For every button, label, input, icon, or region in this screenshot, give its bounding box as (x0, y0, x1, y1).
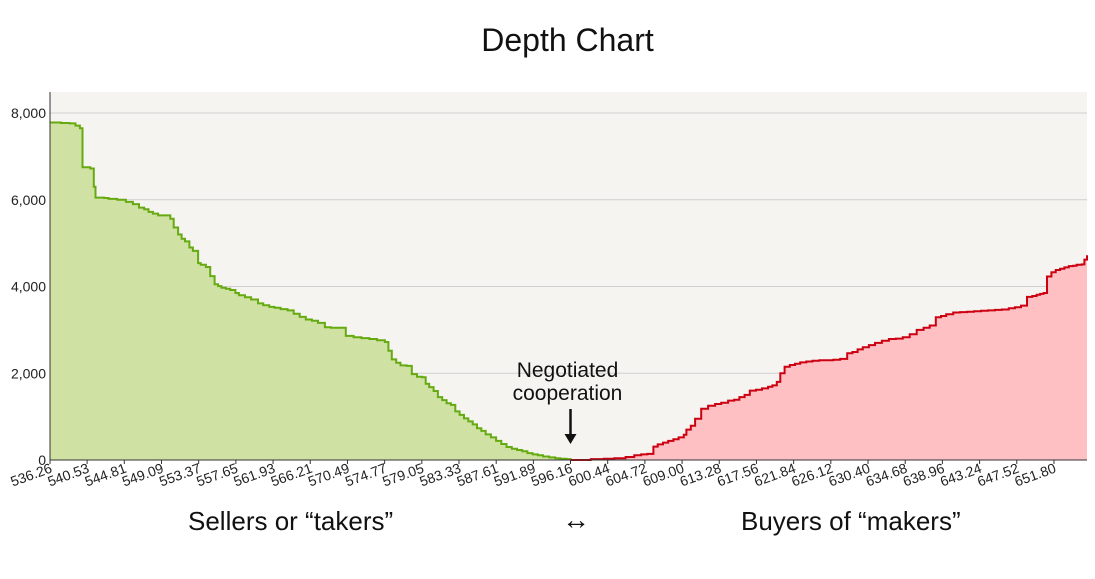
chart-title: Depth Chart (481, 22, 654, 58)
series-line-buyers (570, 255, 1088, 461)
annotation-text-line: cooperation (513, 382, 623, 405)
series-line-sellers (50, 121, 572, 461)
axes (49, 92, 1087, 461)
y-tick-label: 6,000 (11, 192, 46, 208)
series-area-buyers (570, 255, 1087, 460)
x-tick-label: 651.80 (1012, 460, 1058, 490)
y-tick-labels: 0 2,000 4,000 6,000 8,000 (11, 105, 46, 468)
y-tick-label: 0 (38, 452, 46, 468)
series-area-sellers (50, 122, 571, 460)
down-arrow-icon (564, 434, 577, 444)
annotation-text-line: Negotiated (517, 359, 619, 382)
y-tick-label: 4,000 (11, 279, 46, 295)
sellers-label: Sellers or “takers” (188, 506, 394, 536)
y-tick-label: 2,000 (11, 365, 46, 381)
area-series (50, 121, 1088, 461)
x-tick-labels: 536.26540.53544.81549.09553.37557.65561.… (8, 460, 1058, 490)
left-right-arrow-icon: ↔ (562, 504, 590, 535)
buyers-label: Buyers of “makers” (741, 506, 961, 536)
y-tick-label: 8,000 (11, 105, 46, 121)
